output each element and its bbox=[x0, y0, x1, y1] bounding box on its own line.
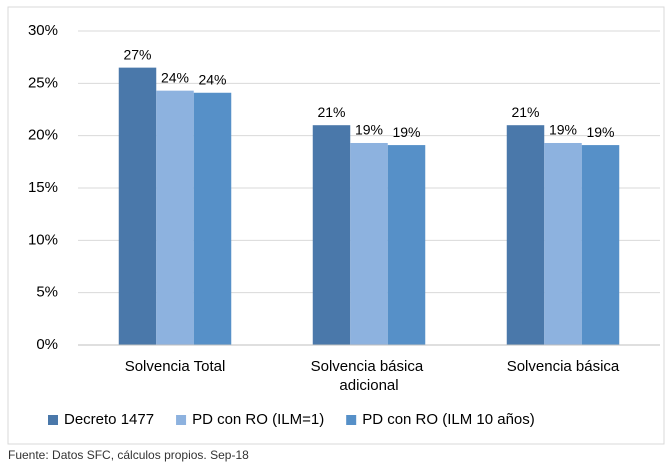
y-tick-label: 25% bbox=[28, 74, 58, 91]
value-label: 24% bbox=[198, 71, 226, 87]
value-label: 19% bbox=[392, 124, 420, 140]
legend-swatch bbox=[176, 415, 187, 425]
legend-swatch bbox=[48, 415, 58, 425]
y-tick-label: 10% bbox=[28, 231, 58, 248]
legend-label: PD con RO (ILM=1) bbox=[192, 411, 324, 428]
bar bbox=[506, 125, 545, 345]
value-label: 21% bbox=[511, 104, 539, 120]
y-tick-label: 20% bbox=[28, 127, 58, 144]
value-label: 27% bbox=[123, 46, 151, 62]
legend-label: PD con RO (ILM 10 años) bbox=[362, 411, 535, 428]
y-tick-label: 5% bbox=[36, 284, 58, 301]
value-label: 24% bbox=[161, 69, 189, 85]
bar bbox=[544, 142, 582, 345]
value-label: 19% bbox=[586, 124, 614, 140]
bar bbox=[350, 142, 388, 345]
value-label: 19% bbox=[549, 122, 577, 138]
y-tick-label: 30% bbox=[28, 22, 58, 39]
x-tick-label: Solvencia Total bbox=[125, 358, 226, 375]
bar bbox=[387, 145, 426, 345]
bar bbox=[581, 145, 620, 345]
y-tick-label: 0% bbox=[36, 336, 58, 353]
value-label: 21% bbox=[317, 104, 345, 120]
x-tick-label: Solvencia básica bbox=[507, 358, 620, 375]
x-tick-label-line: adicional bbox=[339, 377, 398, 394]
bar bbox=[312, 125, 351, 345]
bar bbox=[118, 67, 157, 345]
legend-swatch bbox=[346, 415, 357, 425]
x-tick-label-line: Solvencia básica bbox=[311, 358, 428, 375]
value-label: 19% bbox=[355, 122, 383, 138]
bar bbox=[193, 92, 232, 346]
x-tick-label: Solvencia básica adicional bbox=[311, 358, 428, 394]
y-tick-label: 15% bbox=[28, 179, 58, 196]
source-note: Fuente: Datos SFC, cálculos propios. Sep… bbox=[8, 448, 249, 462]
legend-label: Decreto 1477 bbox=[64, 411, 154, 428]
bar bbox=[156, 90, 194, 345]
